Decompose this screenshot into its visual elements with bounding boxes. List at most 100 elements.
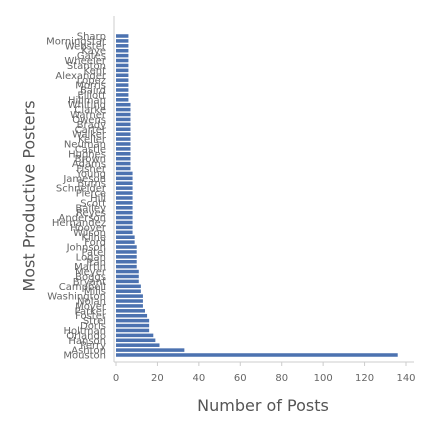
bar xyxy=(116,53,129,58)
y-tick-label: Hernandez xyxy=(52,218,106,229)
y-tick-label: Hughes xyxy=(68,149,106,160)
bar xyxy=(116,215,133,220)
x-axis-title: Number of Posts xyxy=(197,396,329,415)
y-tick-label: Whiting xyxy=(68,100,106,111)
y-tick-label: Logan xyxy=(76,252,106,263)
bar xyxy=(116,48,129,53)
bar xyxy=(116,313,148,318)
bar xyxy=(116,73,129,78)
bar xyxy=(116,127,131,132)
y-tick-label: Castle xyxy=(75,144,106,155)
y-axis-title: Most Productive Posters xyxy=(20,100,39,291)
bar xyxy=(116,147,131,151)
bar xyxy=(116,343,160,347)
bar xyxy=(116,112,131,117)
bar xyxy=(116,318,150,323)
bar xyxy=(116,122,131,127)
y-tick-label: Ford xyxy=(84,238,106,249)
y-tick-label: Carter xyxy=(75,125,107,136)
bar xyxy=(116,245,137,249)
bar xyxy=(116,63,129,68)
x-tick-label: 100 xyxy=(314,373,333,384)
y-tick-label: Lopez xyxy=(77,76,106,87)
bar xyxy=(116,210,133,215)
bar xyxy=(116,78,129,82)
bar xyxy=(116,58,129,63)
bar xyxy=(116,279,139,284)
bar xyxy=(116,132,131,136)
y-tick-label: Strel xyxy=(83,316,106,327)
bar xyxy=(116,259,137,264)
bar xyxy=(116,137,131,141)
bar xyxy=(116,269,139,274)
bar xyxy=(116,102,131,107)
bar xyxy=(116,171,133,176)
bar xyxy=(116,328,150,333)
y-tick-label: Owens xyxy=(72,115,106,126)
bar xyxy=(116,142,131,146)
bar xyxy=(116,34,129,38)
y-tick-label: Martin xyxy=(74,262,106,273)
y-tick-label: Hillman xyxy=(68,95,106,106)
y-tick-label: Boggs xyxy=(75,272,106,283)
y-tick-label: Alexander xyxy=(55,71,106,82)
bar xyxy=(116,93,129,97)
y-tick-label: Hoover xyxy=(70,223,107,234)
y-tick-label: Moyer xyxy=(75,301,107,312)
bar xyxy=(116,44,129,48)
bars-group xyxy=(116,34,398,357)
bar xyxy=(116,323,150,328)
bar xyxy=(116,206,133,210)
y-tick-label: Doris xyxy=(80,321,106,332)
bar xyxy=(116,156,131,161)
bar xyxy=(116,284,141,289)
y-tick-label: Reyes xyxy=(76,208,106,219)
y-tick-label: Orlando xyxy=(66,331,106,342)
bar xyxy=(116,191,133,195)
y-tick-label: Campbell xyxy=(59,282,106,293)
bar xyxy=(116,83,129,87)
bar xyxy=(116,294,143,298)
bar xyxy=(116,176,133,181)
x-tick-label: 40 xyxy=(192,373,205,384)
bar xyxy=(116,107,131,112)
bar xyxy=(116,39,129,43)
y-tick-label: Stanton xyxy=(67,61,106,72)
bar xyxy=(116,225,133,230)
bar xyxy=(116,264,137,269)
y-tick-label: Nolan xyxy=(77,297,106,308)
x-tick-label: 80 xyxy=(275,373,288,384)
x-tick-label: 60 xyxy=(234,373,247,384)
y-tick-label: Mills xyxy=(84,287,106,298)
y-tick-label: Morris xyxy=(75,81,106,92)
y-tick-label: Brown xyxy=(75,154,106,165)
bar xyxy=(116,309,145,313)
y-tick-label: Ashton xyxy=(71,346,106,357)
y-tick-label: Sharp xyxy=(77,32,106,43)
bar xyxy=(116,186,133,190)
x-tick-label: 140 xyxy=(396,373,415,384)
bar xyxy=(116,201,133,205)
bar xyxy=(116,353,398,357)
y-tick-label: Jameson xyxy=(62,174,106,185)
x-tick-labels-group: 0 20 40 60 80 100 120 140 xyxy=(113,362,416,384)
y-tick-label: Brady xyxy=(77,120,106,131)
x-tick-label: 20 xyxy=(151,373,164,384)
y-tick-label: Adams xyxy=(72,159,106,170)
y-tick-label: Hanson xyxy=(68,336,106,347)
y-tick-label: Schneider xyxy=(56,184,107,195)
y-tick-label: Fisher xyxy=(76,164,107,175)
y-tick-label: Patel xyxy=(81,247,106,258)
y-tick-label: Neuman xyxy=(64,139,106,150)
y-tick-label: Kent xyxy=(84,66,107,77)
y-tick-label: Burns xyxy=(77,179,106,190)
y-tick-label: Pierce xyxy=(76,189,106,200)
y-tick-label: Hill xyxy=(90,193,106,204)
y-tick-label: Perry xyxy=(80,341,106,352)
bar xyxy=(116,289,141,293)
y-tick-label: Morningstar xyxy=(46,36,107,47)
bar xyxy=(116,196,133,200)
y-tick-label: Scott xyxy=(80,198,106,209)
